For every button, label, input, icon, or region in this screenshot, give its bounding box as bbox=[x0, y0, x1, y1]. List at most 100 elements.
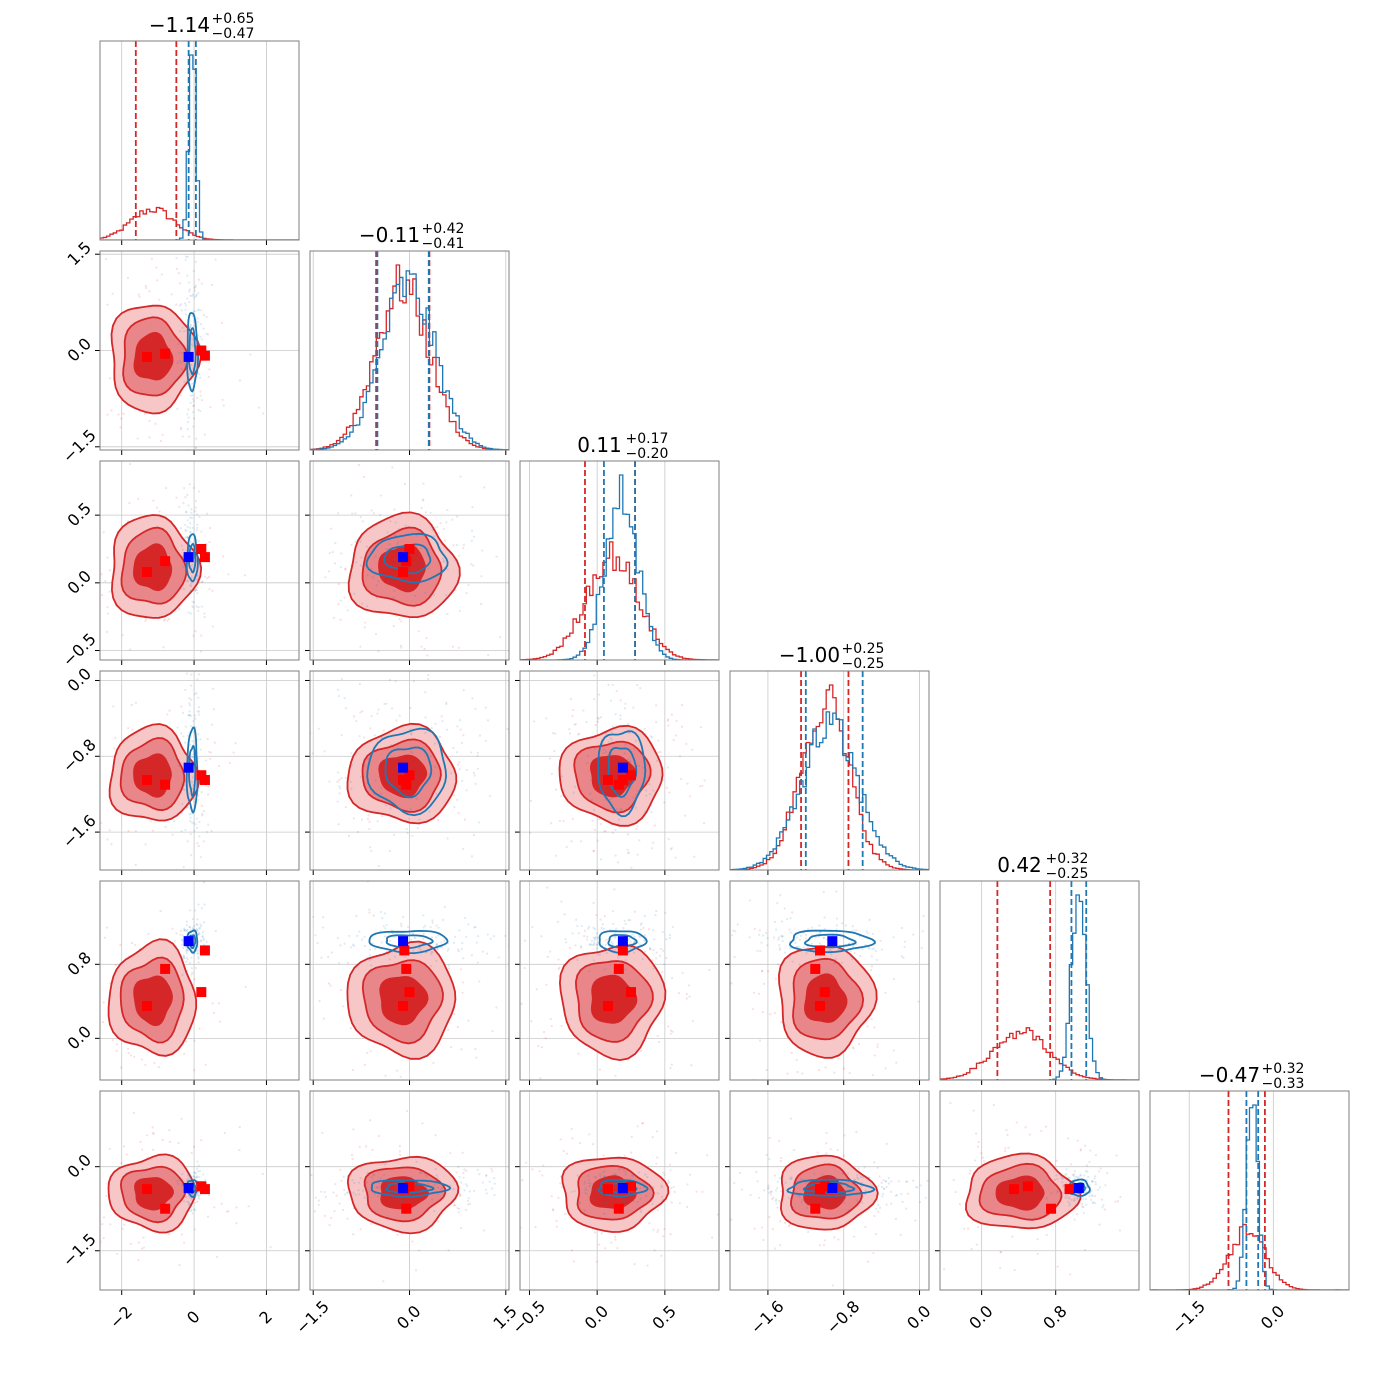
sample-point bbox=[140, 1058, 144, 1061]
sample-point bbox=[767, 1186, 770, 1189]
sample-point bbox=[1058, 1173, 1062, 1176]
sample-point bbox=[197, 673, 201, 676]
sample-point bbox=[287, 827, 289, 829]
sample-point bbox=[665, 956, 668, 960]
contour-line-series-1 bbox=[188, 327, 197, 375]
sample-point bbox=[377, 1085, 379, 1087]
sample-point bbox=[667, 1025, 670, 1028]
sample-point bbox=[592, 926, 595, 929]
sample-point bbox=[364, 553, 367, 556]
sample-point bbox=[339, 1168, 342, 1171]
sample-point bbox=[1076, 1204, 1079, 1208]
panel-content bbox=[310, 1091, 509, 1290]
sample-point bbox=[186, 804, 189, 807]
sample-point bbox=[822, 936, 825, 940]
sample-point bbox=[550, 1195, 553, 1198]
sample-point bbox=[187, 1201, 190, 1204]
sample-point bbox=[181, 435, 184, 438]
sample-point bbox=[207, 823, 210, 826]
sample-point bbox=[788, 928, 791, 931]
sample-point bbox=[591, 951, 594, 955]
sample-point bbox=[876, 1045, 879, 1049]
joint-panel-5-4: 0.0 0.8 bbox=[935, 1090, 1140, 1333]
sample-point bbox=[427, 1182, 430, 1185]
sample-point bbox=[111, 1039, 114, 1042]
sample-point bbox=[188, 483, 191, 486]
sample-point bbox=[577, 1052, 580, 1055]
sample-point bbox=[186, 274, 189, 277]
sample-point bbox=[638, 934, 641, 937]
sample-point bbox=[221, 398, 224, 402]
sample-point bbox=[432, 1101, 434, 1103]
sample-point bbox=[601, 1171, 604, 1174]
sample-point bbox=[95, 970, 97, 972]
sample-point bbox=[636, 1200, 639, 1204]
sample-point bbox=[173, 940, 177, 943]
sample-point bbox=[778, 1177, 781, 1180]
sample-point bbox=[454, 1198, 457, 1201]
sample-point bbox=[191, 382, 194, 385]
sample-point bbox=[695, 1190, 698, 1193]
sample-point bbox=[685, 997, 688, 1000]
sample-point bbox=[876, 1166, 879, 1169]
sample-point bbox=[404, 524, 408, 527]
sample-point bbox=[854, 929, 858, 932]
sample-point bbox=[583, 1189, 586, 1192]
sample-point bbox=[415, 775, 418, 779]
sample-point bbox=[805, 1206, 809, 1209]
sample-point bbox=[665, 938, 668, 941]
sample-point bbox=[892, 977, 896, 981]
sample-point bbox=[476, 1168, 479, 1171]
sample-point bbox=[193, 693, 196, 696]
sample-point bbox=[343, 1189, 346, 1192]
sample-point bbox=[1083, 1174, 1086, 1177]
sample-point bbox=[779, 1220, 782, 1223]
sample-point bbox=[377, 1195, 380, 1198]
sample-point bbox=[596, 839, 599, 842]
sample-point bbox=[447, 964, 450, 967]
sample-point bbox=[198, 342, 201, 346]
sample-point bbox=[455, 751, 459, 754]
sample-point bbox=[186, 413, 189, 416]
sample-point bbox=[478, 734, 482, 737]
sample-point bbox=[181, 934, 184, 937]
sample-point bbox=[210, 723, 213, 726]
sample-point bbox=[207, 575, 211, 579]
sample-point bbox=[763, 982, 766, 985]
sample-point bbox=[368, 846, 372, 849]
sample-point bbox=[455, 515, 459, 518]
contour-fill-series-0 bbox=[133, 975, 173, 1027]
sample-point bbox=[563, 913, 566, 916]
sample-point bbox=[669, 1233, 672, 1236]
sample-point bbox=[368, 911, 371, 914]
sample-point bbox=[884, 1180, 888, 1183]
sample-point bbox=[786, 1072, 789, 1075]
sample-point bbox=[129, 1242, 132, 1245]
sample-point bbox=[190, 508, 193, 511]
sample-point bbox=[184, 929, 187, 932]
sample-point bbox=[777, 963, 780, 966]
sample-point bbox=[349, 946, 352, 949]
sample-point bbox=[460, 741, 464, 745]
sample-point bbox=[208, 588, 211, 591]
sample-point bbox=[337, 583, 340, 586]
sample-point bbox=[374, 632, 378, 636]
sample-point bbox=[472, 771, 476, 775]
sample-point bbox=[396, 541, 400, 544]
sample-point bbox=[430, 950, 433, 954]
sample-point bbox=[613, 936, 617, 939]
sample-point bbox=[188, 326, 191, 329]
sample-point bbox=[127, 1052, 130, 1055]
sample-point bbox=[582, 709, 585, 712]
sample-point bbox=[1079, 1174, 1082, 1177]
sample-point bbox=[199, 376, 202, 379]
sample-point bbox=[1055, 1159, 1058, 1162]
sample-point bbox=[622, 724, 625, 727]
sample-point bbox=[614, 713, 617, 716]
sample-point bbox=[134, 863, 137, 867]
sample-point bbox=[192, 927, 195, 930]
sample-point bbox=[361, 710, 364, 713]
sample-point bbox=[186, 579, 189, 583]
sample-point bbox=[432, 1061, 435, 1064]
sample-point bbox=[176, 1205, 179, 1208]
